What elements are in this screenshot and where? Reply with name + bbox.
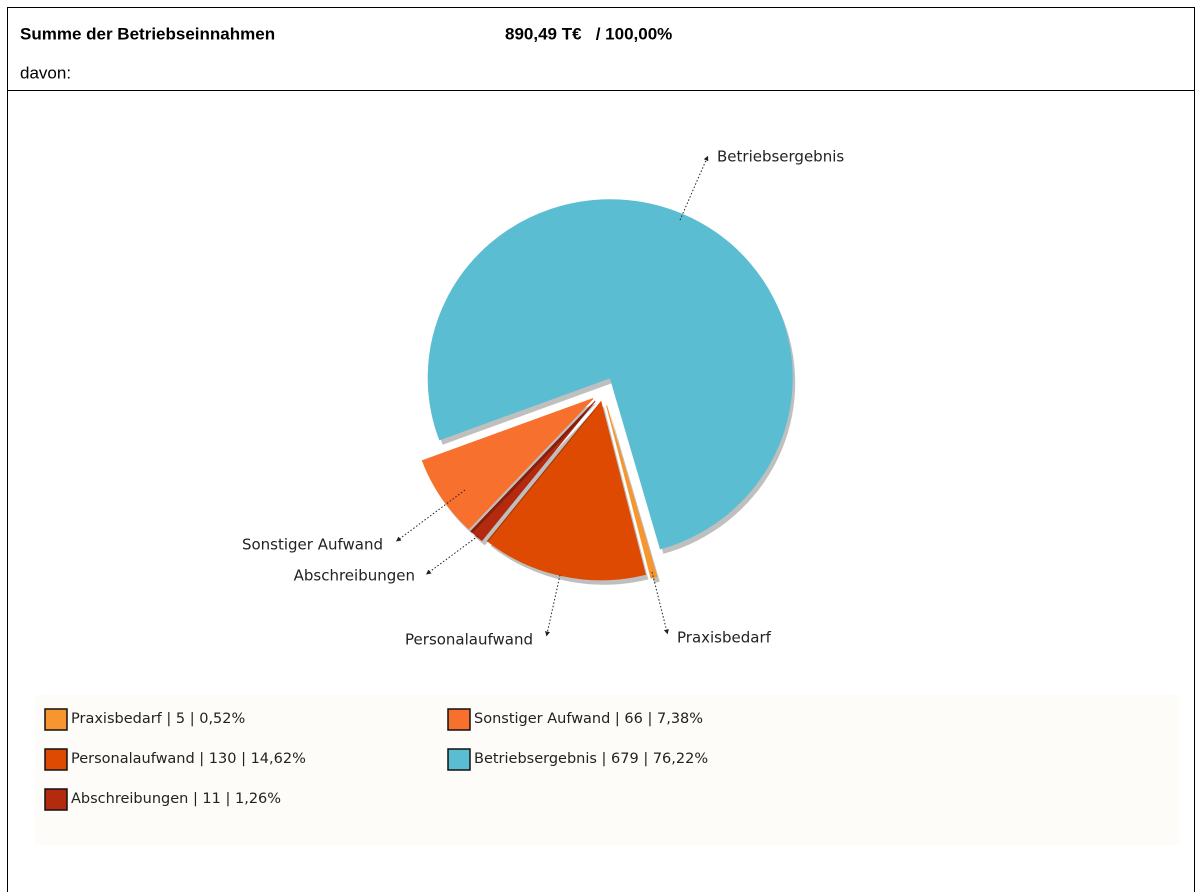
slice bbox=[606, 405, 658, 579]
callout-line bbox=[679, 155, 709, 221]
legend-label: Sonstiger Aufwand | 66 | 7,38% bbox=[474, 711, 703, 727]
callout-label: Sonstiger Aufwand bbox=[242, 536, 383, 554]
legend-label: Betriebsergebnis | 679 | 76,22% bbox=[474, 751, 708, 767]
legend-label: Praxisbedarf | 5 | 0,52% bbox=[71, 711, 245, 727]
legend-swatch bbox=[447, 748, 471, 771]
slice bbox=[486, 400, 646, 581]
callout-line bbox=[545, 574, 561, 637]
slice bbox=[427, 199, 793, 550]
slice-depth bbox=[609, 410, 660, 584]
callout-label: Betriebsergebnis bbox=[717, 148, 844, 166]
callout-label: Abschreibungen bbox=[294, 567, 415, 585]
slice bbox=[470, 400, 596, 542]
header-total: 890,49 T€ / 100,00% bbox=[505, 24, 672, 43]
frame bbox=[7, 7, 1195, 892]
legend-label: Personalaufwand | 130 | 14,62% bbox=[71, 751, 306, 767]
legend-swatch bbox=[44, 788, 68, 811]
legend-swatch bbox=[44, 748, 68, 771]
legend-background bbox=[35, 695, 1180, 845]
slice bbox=[421, 398, 594, 530]
header-title: Summe der Betriebseinnahmen bbox=[20, 24, 275, 43]
callout-line bbox=[425, 535, 479, 575]
callout-label: Personalaufwand bbox=[405, 631, 533, 649]
legend-label: Abschreibungen | 11 | 1,26% bbox=[71, 791, 281, 807]
header-subtitle: davon: bbox=[20, 63, 71, 82]
callout-label: Praxisbedarf bbox=[677, 629, 772, 647]
legend-swatch bbox=[44, 708, 68, 731]
legend-swatch bbox=[447, 708, 471, 731]
